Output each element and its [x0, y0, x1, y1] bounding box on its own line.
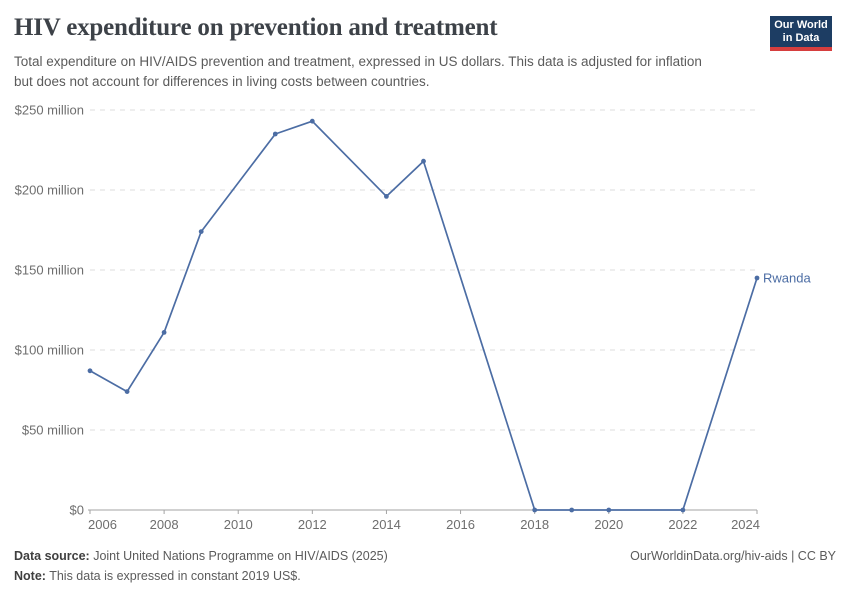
- note-line: Note: This data is expressed in constant…: [14, 566, 388, 586]
- data-point-marker[interactable]: [421, 158, 426, 164]
- data-point-marker[interactable]: [198, 229, 204, 235]
- owid-logo[interactable]: Our World in Data: [770, 16, 832, 51]
- data-source-line: Data source: Joint United Nations Progra…: [14, 546, 388, 566]
- data-point-marker[interactable]: [680, 507, 686, 513]
- note-label: Note:: [14, 569, 46, 583]
- x-axis-tick-label: 2014: [372, 517, 401, 532]
- y-axis-tick-label: $200 million: [15, 183, 84, 198]
- data-point-marker[interactable]: [309, 118, 315, 124]
- data-point-marker[interactable]: [569, 507, 575, 513]
- data-point-marker[interactable]: [272, 131, 278, 137]
- x-axis-tick-label: 2010: [224, 517, 253, 532]
- y-axis-tick-label: $150 million: [15, 263, 84, 278]
- chart-footer: Data source: Joint United Nations Progra…: [14, 546, 836, 586]
- y-axis-tick-label: $50 million: [22, 423, 84, 438]
- owid-logo-line2: in Data: [782, 32, 820, 44]
- x-axis-tick-label: 2006: [88, 517, 117, 532]
- chart-subtitle: Total expenditure on HIV/AIDS prevention…: [14, 54, 702, 89]
- x-axis-tick-label: 2016: [446, 517, 475, 532]
- data-point-marker[interactable]: [532, 507, 538, 513]
- y-axis-tick-label: $0: [70, 503, 84, 518]
- data-source-text: Joint United Nations Programme on HIV/AI…: [89, 549, 388, 563]
- x-axis-tick-label: 2022: [668, 517, 697, 532]
- x-axis-tick-label: 2008: [150, 517, 179, 532]
- series-line[interactable]: [89, 120, 758, 511]
- series-entity-label[interactable]: Rwanda: [763, 271, 811, 286]
- data-point-marker[interactable]: [161, 330, 167, 335]
- owid-logo-line1: Our World: [774, 19, 828, 31]
- page-title: HIV expenditure on prevention and treatm…: [14, 14, 498, 41]
- data-point-marker[interactable]: [87, 368, 93, 374]
- note-text: This data is expressed in constant 2019 …: [45, 569, 301, 583]
- footer-link[interactable]: OurWorldinData.org/hiv-aids | CC BY: [630, 549, 836, 563]
- y-axis-tick-label: $250 million: [15, 103, 84, 118]
- x-axis-tick-label: 2024: [731, 517, 760, 532]
- footer-source-note: Data source: Joint United Nations Progra…: [14, 546, 388, 586]
- x-axis-tick-label: 2020: [594, 517, 623, 532]
- data-point-marker[interactable]: [606, 507, 612, 513]
- y-axis-tick-label: $100 million: [15, 343, 84, 358]
- x-axis-tick-label: 2012: [298, 517, 327, 532]
- data-point-marker[interactable]: [384, 194, 389, 199]
- x-axis-tick-label: 2018: [520, 517, 549, 532]
- data-point-marker[interactable]: [124, 389, 130, 394]
- data-point-marker[interactable]: [754, 275, 760, 281]
- data-source-label: Data source:: [14, 549, 90, 563]
